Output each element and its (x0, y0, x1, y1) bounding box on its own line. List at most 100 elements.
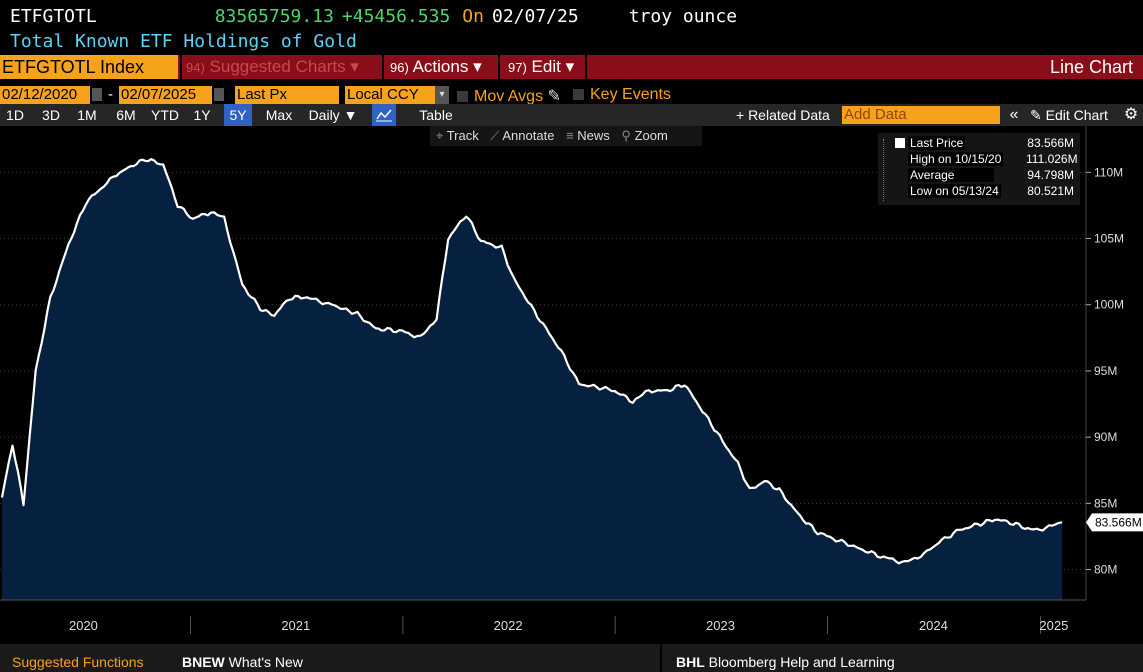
menu-divider (382, 55, 384, 79)
key-events-toggle[interactable]: Key Events (573, 86, 671, 104)
mov-avgs-toggle[interactable]: Mov Avgs ✎ (457, 86, 561, 106)
checkbox-icon (573, 89, 584, 100)
y-tick-label: 90M (1094, 430, 1117, 444)
checkbox-icon (457, 91, 468, 102)
x-tick-label: 2022 (494, 618, 523, 633)
calendar-icon[interactable] (214, 88, 224, 101)
annotate-tool[interactable]: ⟋ Annotate (490, 128, 554, 143)
period-1d-button[interactable]: 1D (6, 107, 24, 123)
bnew-code: BNEW (182, 654, 225, 670)
security-description: Total Known ETF Holdings of Gold (10, 31, 357, 52)
annotate-icon: ⟋ (490, 128, 500, 143)
legend-average: Average (908, 168, 995, 183)
actions-number: 96) (390, 60, 409, 75)
chart-legend: Last Price 83.566M High on 10/15/20 111.… (878, 133, 1080, 205)
bnew-link[interactable]: BNEW What's New (182, 654, 303, 670)
legend-low: Low on 05/13/24 (908, 184, 1001, 199)
suggested-functions-link[interactable]: Suggested Functions (12, 654, 144, 670)
series-area (2, 159, 1062, 600)
price-unit: troy ounce (628, 6, 738, 27)
legend-label: Low on 05/13/24 (908, 184, 1001, 198)
table-button[interactable]: Table (419, 107, 453, 123)
track-label: Track (446, 128, 479, 143)
bnew-label: What's New (228, 654, 303, 670)
last-value-label: 83.566M (1095, 515, 1142, 529)
add-data-input[interactable]: Add Data (842, 106, 1000, 124)
end-date-field[interactable]: 02/07/2025 (119, 86, 212, 104)
y-tick-label: 85M (1094, 496, 1117, 510)
period-max-button[interactable]: Max (265, 107, 293, 123)
chart-tools: ⌖ Track ⟋ Annotate ≡ News ⚲ Zoom (430, 126, 702, 146)
legend-value: 94.798M (1027, 168, 1074, 182)
x-tick-label: 2020 (69, 618, 98, 633)
legend-connector (883, 139, 890, 201)
edit-chart-button[interactable]: ✎ Edit Chart (1030, 104, 1118, 126)
menu-divider (498, 55, 500, 79)
currency-selector[interactable]: Local CCY ▾ (345, 86, 449, 104)
footer-divider (660, 644, 662, 672)
collapse-icon[interactable]: « (1009, 106, 1019, 123)
chevron-down-icon: ▾ (435, 86, 449, 104)
menu-divider (585, 55, 587, 79)
on-label: On (462, 6, 484, 27)
annotate-label: Annotate (502, 128, 555, 143)
news-tool[interactable]: ≡ News (566, 128, 610, 143)
field-selector[interactable]: Last Px (235, 86, 339, 104)
line-chart-icon-glyph (376, 109, 392, 122)
period-1m-button[interactable]: 1M (77, 107, 97, 123)
news-icon: ≡ (566, 128, 574, 143)
edit-chart-label: Edit Chart (1045, 107, 1108, 123)
chart-type-label: Line Chart (1049, 57, 1133, 77)
period-ytd-button[interactable]: YTD (151, 107, 179, 123)
legend-value: 80.521M (1027, 184, 1074, 198)
security-input[interactable]: ETFGTOTL Index (0, 55, 178, 79)
actions-menu[interactable]: 96) Actions ▾ (390, 55, 482, 79)
start-date-field[interactable]: 02/12/2020 (0, 86, 90, 104)
bhl-code: BHL (676, 654, 705, 670)
footer-bar (0, 644, 1143, 672)
y-tick-label: 105M (1094, 232, 1124, 246)
frequency-selector[interactable]: Daily ▼ (308, 107, 358, 123)
zoom-label: Zoom (634, 128, 668, 143)
suggested-charts-number: 94) (186, 60, 205, 75)
crosshair-icon: ⌖ (436, 128, 444, 143)
related-data-button[interactable]: + Related Data (736, 107, 830, 123)
track-tool[interactable]: ⌖ Track (436, 128, 479, 143)
legend-label: High on 10/15/20 (908, 152, 1004, 166)
last-value-tag (1086, 513, 1143, 532)
ticker-symbol: ETFGTOTL (10, 6, 97, 27)
edit-menu[interactable]: 97) Edit ▾ (508, 55, 574, 79)
series-line (0, 158, 1063, 565)
legend-value: 111.026M (1026, 152, 1078, 166)
x-tick-label: 2024 (919, 618, 948, 633)
x-tick-label: 2021 (281, 618, 310, 633)
period-1y-button[interactable]: 1Y (193, 107, 211, 123)
y-tick-label: 95M (1094, 364, 1117, 378)
pencil-icon: ✎ (1030, 107, 1042, 123)
menu-divider (180, 55, 182, 79)
news-label: News (577, 128, 610, 143)
edit-label: Edit (531, 57, 561, 76)
period-3d-button[interactable]: 3D (42, 107, 60, 123)
legend-value: 83.566M (1027, 136, 1074, 150)
y-tick-label: 80M (1094, 563, 1117, 577)
legend-high: High on 10/15/20 (908, 152, 1004, 167)
suggested-charts-label: Suggested Charts (209, 57, 346, 76)
chevron-down-icon: ▾ (473, 57, 482, 76)
price-date: 02/07/25 (491, 6, 579, 27)
gear-icon[interactable]: ⚙ (1123, 106, 1139, 123)
actions-label: Actions (412, 57, 469, 76)
edit-number: 97) (508, 60, 527, 75)
calendar-icon[interactable] (92, 88, 102, 101)
bhl-link[interactable]: BHL Bloomberg Help and Learning (676, 654, 895, 670)
suggested-charts-menu[interactable]: 94) Suggested Charts ▾ (186, 55, 359, 79)
pencil-icon[interactable]: ✎ (547, 88, 561, 105)
mov-avgs-label: Mov Avgs (474, 88, 544, 105)
currency-label: Local CCY (347, 86, 419, 103)
period-6m-button[interactable]: 6M (116, 107, 136, 123)
line-chart-icon[interactable] (372, 104, 396, 126)
zoom-tool[interactable]: ⚲ Zoom (621, 128, 667, 143)
legend-swatch (895, 138, 905, 148)
period-5y-button[interactable]: 5Y (224, 104, 252, 126)
magnifier-icon: ⚲ (621, 128, 631, 143)
